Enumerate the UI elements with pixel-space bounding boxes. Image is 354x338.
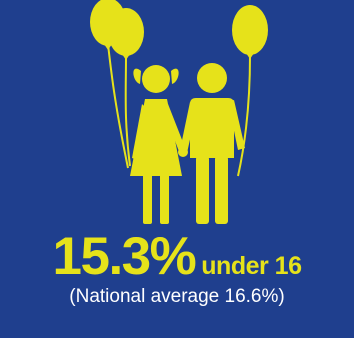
joined-hands xyxy=(178,147,188,157)
children-with-balloons-icon xyxy=(90,0,268,224)
balloon-strings xyxy=(107,43,251,177)
statistic-headline: 15.3% under 16 xyxy=(0,226,354,287)
balloon-icon xyxy=(108,8,144,60)
national-average-note: (National average 16.6%) xyxy=(69,286,285,307)
stat-label: under 16 xyxy=(201,252,302,280)
balloon-icon xyxy=(232,5,268,59)
stat-value: 15.3% xyxy=(52,227,197,286)
girl-icon xyxy=(130,65,186,224)
boy-icon xyxy=(180,63,245,224)
